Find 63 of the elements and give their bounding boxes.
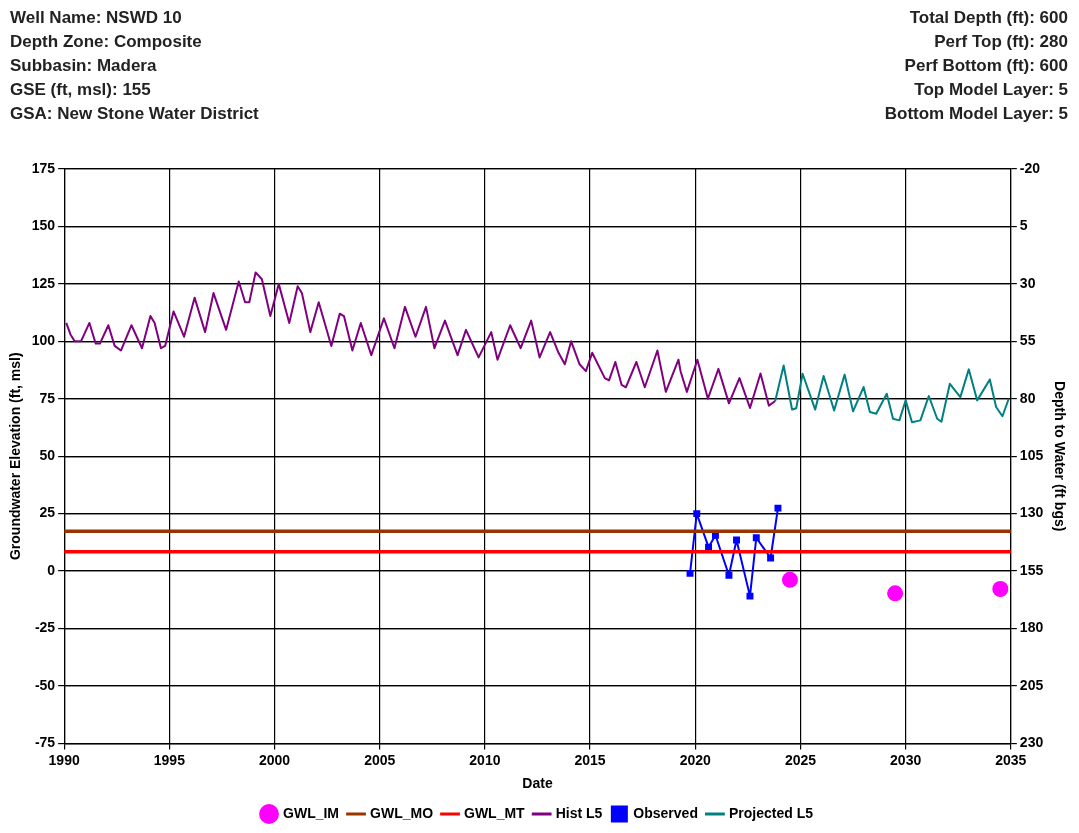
point xyxy=(746,592,754,600)
y-tick-label: 0 xyxy=(47,561,56,578)
y2-tick-label: 205 xyxy=(1019,676,1044,693)
point xyxy=(705,543,713,551)
text: GSA: New Stone Water District xyxy=(10,103,260,125)
legend-label: Hist L5 xyxy=(555,804,603,821)
x-tick-label: 2025 xyxy=(784,751,817,768)
x-tick-label: 2000 xyxy=(258,751,291,768)
y-tick-label: 125 xyxy=(31,274,56,291)
y2-tick-label: 105 xyxy=(1019,447,1044,464)
text: Bottom Model Layer: 5 xyxy=(883,103,1068,125)
y2-tick-label: -20 xyxy=(1019,159,1041,176)
point xyxy=(693,510,701,518)
text: Depth Zone: Composite xyxy=(10,31,203,53)
x-tick-label: 1995 xyxy=(153,751,186,768)
y-tick-label: -75 xyxy=(34,734,56,751)
text: Perf Top (ft): 280 xyxy=(933,31,1068,53)
y-tick-label: 50 xyxy=(39,447,56,464)
text: Well Name: NSWD 10 xyxy=(10,7,183,29)
y2-tick-label: 230 xyxy=(1019,734,1044,751)
point xyxy=(992,581,1009,597)
legend-label: GWL_MO xyxy=(370,804,434,821)
y-tick-label: 25 xyxy=(39,504,56,521)
x-tick-label: 1990 xyxy=(48,751,80,768)
point xyxy=(686,569,694,577)
y2-tick-label: 30 xyxy=(1019,274,1036,291)
point xyxy=(781,571,798,588)
y-tick-label: 100 xyxy=(31,332,56,349)
y-tick-label: -25 xyxy=(34,619,56,636)
x-tick-label: 2010 xyxy=(469,751,501,768)
legend-label: Observed xyxy=(633,804,698,821)
y2-tick-label: 130 xyxy=(1019,504,1044,521)
point xyxy=(725,571,733,579)
y-tick-label: -50 xyxy=(34,676,56,693)
point xyxy=(733,536,740,544)
text: GSE (ft, msl): 155 xyxy=(10,79,152,101)
x-tick-label: 2035 xyxy=(995,751,1027,768)
y2-axis-title: Depth to Water (ft bgs) xyxy=(1051,381,1068,532)
legend-label: Projected L5 xyxy=(728,804,814,821)
point xyxy=(774,504,782,512)
x-tick-label: 2030 xyxy=(890,751,922,768)
y2-tick-label: 5 xyxy=(1019,217,1028,234)
text: Perf Bottom (ft): 600 xyxy=(903,55,1068,77)
legend-label: GWL_MT xyxy=(464,804,526,821)
x-axis-title: Date xyxy=(522,775,553,792)
text: Subbasin: Madera xyxy=(10,55,158,77)
y2-tick-label: 80 xyxy=(1019,389,1036,406)
y-tick-label: 75 xyxy=(39,389,56,406)
y2-tick-label: 155 xyxy=(1019,561,1044,578)
legend-label: GWL_IM xyxy=(283,804,340,821)
y2-tick-label: 55 xyxy=(1019,332,1036,349)
y-tick-label: 150 xyxy=(31,217,56,234)
x-tick-label: 2015 xyxy=(574,751,606,768)
x-tick-label: 2005 xyxy=(364,751,396,768)
text: Top Model Layer: 5 xyxy=(913,79,1068,101)
point xyxy=(767,554,775,562)
y2-tick-label: 180 xyxy=(1019,619,1044,636)
point xyxy=(887,585,904,602)
x-tick-label: 2020 xyxy=(679,751,712,768)
text: Total Depth (ft): 600 xyxy=(908,7,1068,29)
y-tick-label: 175 xyxy=(31,159,56,176)
point xyxy=(752,534,760,542)
y-axis-title: Groundwater Elevation (ft, msl) xyxy=(7,352,24,561)
